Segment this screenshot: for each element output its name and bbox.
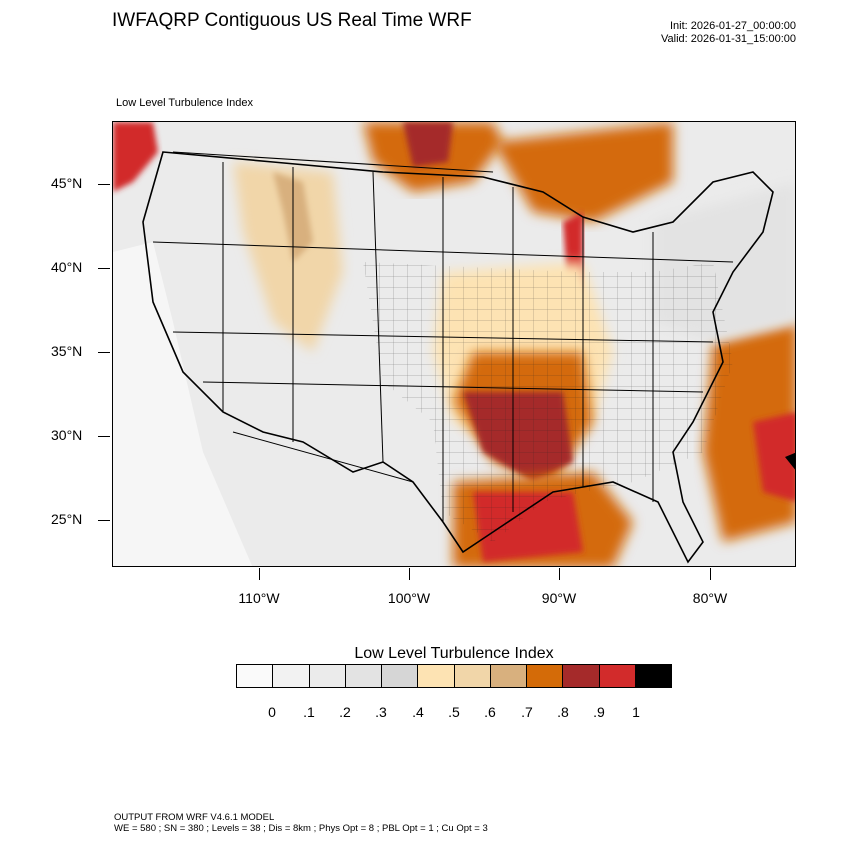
lon-tick bbox=[710, 568, 711, 580]
colorbar-swatch bbox=[599, 665, 636, 687]
legend-tick-label: .4 bbox=[412, 704, 424, 720]
legend-tick-label: .9 bbox=[593, 704, 605, 720]
lon-label-110w: 110°W bbox=[238, 590, 280, 606]
lat-label-25: 25°N bbox=[51, 511, 83, 527]
footer-config-line: WE = 580 ; SN = 380 ; Levels = 38 ; Dis … bbox=[114, 823, 488, 834]
legend-title: Low Level Turbulence Index bbox=[354, 645, 554, 662]
lat-label-35: 35°N bbox=[51, 343, 83, 359]
footer-model-line: OUTPUT FROM WRF V4.6.1 MODEL bbox=[114, 812, 275, 823]
lon-tick bbox=[259, 568, 260, 580]
legend-tick-label: .2 bbox=[339, 704, 351, 720]
legend-tick-label: 0 bbox=[268, 704, 276, 720]
legend-tick-label: .1 bbox=[303, 704, 315, 720]
lat-tick bbox=[98, 352, 110, 353]
colorbar-swatch bbox=[345, 665, 382, 687]
model-footer: OUTPUT FROM WRF V4.6.1 MODEL WE = 580 ; … bbox=[114, 812, 488, 834]
colorbar-swatch bbox=[237, 665, 274, 687]
legend-tick-label: .5 bbox=[448, 704, 460, 720]
lat-label-45: 45°N bbox=[51, 175, 83, 191]
colorbar-swatch bbox=[309, 665, 346, 687]
lat-tick bbox=[98, 436, 110, 437]
canada-border bbox=[172, 151, 494, 173]
colorbar-swatch bbox=[382, 665, 419, 687]
atlantic-max bbox=[785, 452, 795, 470]
map-panel bbox=[112, 121, 796, 567]
valid-time: Valid: 2026-01-31_15:00:00 bbox=[661, 33, 796, 45]
legend-tick-label: .3 bbox=[375, 704, 387, 720]
colorbar-swatch bbox=[490, 665, 527, 687]
lat-tick bbox=[98, 184, 110, 185]
legend-tick-label: .6 bbox=[484, 704, 496, 720]
lon-label-100w: 100°W bbox=[387, 590, 431, 606]
rockies-tan bbox=[233, 162, 343, 352]
legend-tick-label: .8 bbox=[557, 704, 569, 720]
colorbar-swatch bbox=[454, 665, 491, 687]
plot-title: IWFAQRP Contiguous US Real Time WRF bbox=[112, 10, 472, 31]
run-info: Init: 2026-01-27_00:00:00 Valid: 2026-01… bbox=[661, 20, 796, 46]
init-time: Init: 2026-01-27_00:00:00 bbox=[670, 20, 796, 32]
lat-tick bbox=[98, 520, 110, 521]
atlantic-peak bbox=[753, 412, 795, 502]
colorbar-swatch bbox=[418, 665, 455, 687]
legend-tick-label: .7 bbox=[521, 704, 533, 720]
state-lines bbox=[152, 162, 734, 522]
lat-label-30: 30°N bbox=[51, 427, 83, 443]
pacific-nw-high bbox=[113, 122, 158, 192]
lat-tick bbox=[98, 268, 110, 269]
lat-label-40: 40°N bbox=[51, 259, 83, 275]
lon-tick bbox=[409, 568, 410, 580]
lon-label-90w: 90°W bbox=[541, 590, 577, 606]
pacific-region bbox=[113, 242, 253, 566]
turbulence-map bbox=[113, 122, 795, 566]
field-label: Low Level Turbulence Index bbox=[116, 97, 253, 109]
lon-tick bbox=[559, 568, 560, 580]
county-boundaries bbox=[363, 262, 733, 542]
northern-plains-peak bbox=[403, 122, 453, 167]
colorbar-swatch bbox=[273, 665, 310, 687]
mexico-border bbox=[232, 431, 414, 483]
colorbar-swatch bbox=[635, 665, 671, 687]
colorbar-swatch bbox=[527, 665, 564, 687]
great-lakes-high bbox=[493, 122, 673, 222]
colorbar bbox=[236, 664, 672, 688]
legend-tick-label: 1 bbox=[632, 704, 640, 720]
lon-label-80w: 80°W bbox=[692, 590, 728, 606]
colorbar-swatch bbox=[563, 665, 600, 687]
us-outline bbox=[142, 151, 774, 564]
